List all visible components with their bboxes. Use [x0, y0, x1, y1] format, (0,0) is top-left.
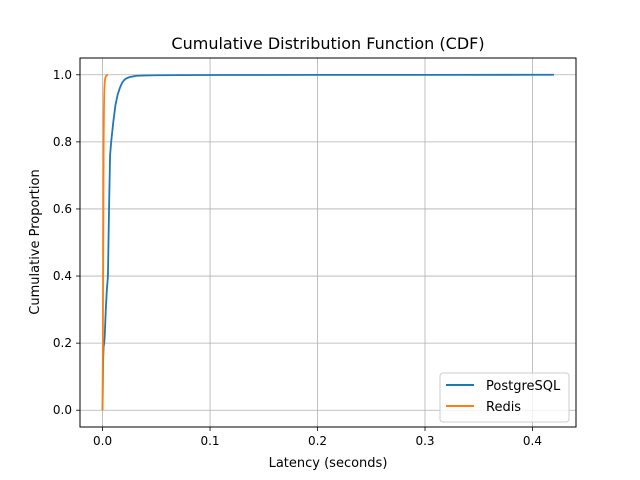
legend: PostgreSQL Redis: [439, 372, 570, 423]
x-axis-label: Latency (seconds): [269, 456, 388, 471]
series-lines: [101, 73, 554, 411]
x-tick-label: 0.0: [93, 434, 112, 448]
y-tick-label: 0.0: [53, 403, 72, 417]
y-axis-label: Cumulative Proportion: [28, 169, 43, 314]
plot-frame: [79, 57, 577, 428]
legend-label-postgresql: PostgreSQL: [486, 379, 561, 394]
y-tick-label: 0.6: [53, 202, 72, 216]
y-tick-label: 1.0: [53, 68, 72, 82]
series-line-postgresql: [101, 73, 554, 411]
chart-title: Cumulative Distribution Function (CDF): [171, 34, 484, 53]
x-tick-label: 0.1: [200, 434, 219, 448]
series-line-redis: [101, 73, 109, 411]
y-tick-label: 0.8: [53, 135, 72, 149]
legend-label-redis: Redis: [486, 400, 521, 415]
x-tick-label: 0.4: [523, 434, 542, 448]
x-axis-ticks: 0.0 0.1 0.2 0.3 0.4: [93, 427, 542, 448]
x-tick-label: 0.3: [415, 434, 434, 448]
y-tick-label: 0.4: [53, 269, 72, 283]
y-tick-label: 0.2: [53, 336, 72, 350]
x-tick-label: 0.2: [308, 434, 327, 448]
y-axis-ticks: 0.0 0.2 0.4 0.6 0.8 1.0: [53, 68, 80, 417]
